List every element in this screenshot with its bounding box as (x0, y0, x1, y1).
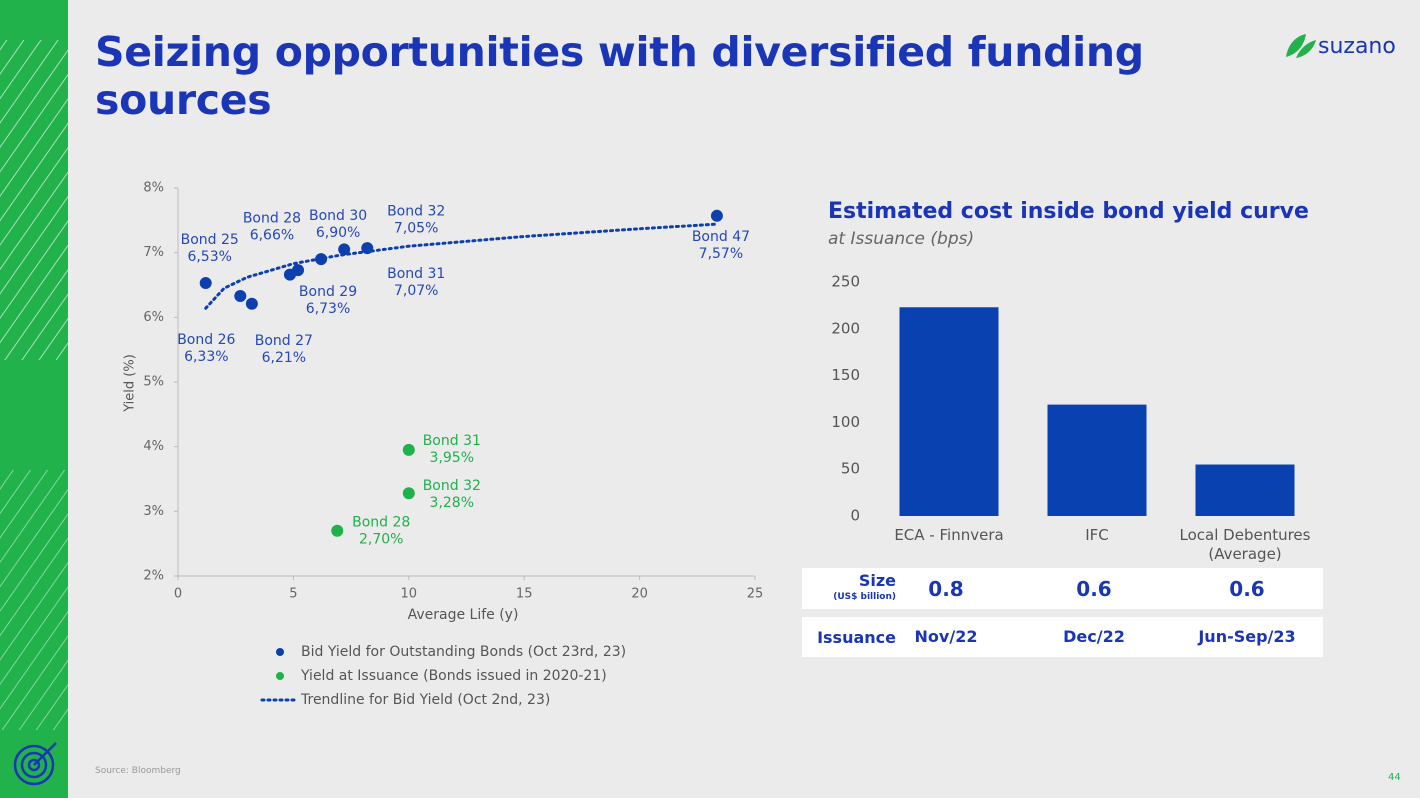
data-label: 3,95% (430, 450, 474, 466)
page-number: 44 (1388, 772, 1401, 783)
row-sublabel: (US$ billion) (833, 592, 896, 602)
point-name: Bond 31 (387, 266, 445, 282)
table-row (802, 568, 1323, 609)
point-name: Bond 29 (299, 284, 357, 300)
y-tick-label: 200 (831, 319, 860, 337)
data-label: 6,90% (316, 225, 360, 241)
point-name: Bond 26 (177, 332, 235, 348)
data-label: 6,66% (250, 228, 294, 244)
table-row (802, 617, 1323, 657)
table-cell: 0.6 (1229, 576, 1265, 601)
source-note: Source: Bloomberg (95, 766, 181, 776)
data-point (710, 209, 723, 222)
y-tick-label: 0 (850, 507, 860, 525)
y-axis-title: Yield (%) (123, 354, 138, 413)
chart-subtitle: at Issuance (bps) (828, 229, 974, 249)
data-point (292, 264, 305, 277)
y-tick-label: 2% (143, 569, 164, 584)
point-name: Bond 32 (387, 203, 445, 219)
logo-text: suzano (1318, 34, 1396, 59)
x-tick-label: 15 (516, 587, 533, 602)
legend-marker (276, 672, 284, 680)
row-label: Issuance (817, 628, 896, 647)
table-cell: 0.8 (928, 576, 964, 601)
point-name: Bond 31 (423, 433, 481, 449)
data-point (402, 487, 415, 500)
trendline (204, 222, 718, 310)
y-tick-label: 250 (831, 273, 860, 291)
x-tick-label: 20 (631, 587, 648, 602)
point-name: Bond 28 (352, 515, 410, 531)
y-tick-label: 5% (143, 375, 164, 390)
data-point (338, 243, 351, 256)
data-label: 6,73% (306, 301, 350, 317)
data-label: 2,70% (359, 532, 403, 548)
side-pattern (0, 40, 68, 360)
y-tick-label: 50 (841, 460, 860, 478)
y-tick-label: 150 (831, 366, 860, 384)
point-name: Bond 25 (181, 232, 239, 248)
y-tick-label: 8% (143, 181, 164, 196)
data-label: 7,05% (394, 220, 438, 236)
x-tick-label: ECA - Finnvera (894, 526, 1004, 544)
y-tick-label: 6% (143, 310, 164, 325)
point-name: Bond 27 (255, 333, 313, 349)
point-name: Bond 28 (243, 211, 301, 227)
data-label: 6,21% (262, 350, 306, 366)
y-tick-label: 3% (143, 504, 164, 519)
legend-label: Bid Yield for Outstanding Bonds (Oct 23r… (301, 644, 626, 660)
bar (899, 307, 999, 516)
data-point (234, 289, 247, 302)
table-cell: Dec/22 (1063, 627, 1125, 647)
legend-label: Trendline for Bid Yield (Oct 2nd, 23) (300, 692, 550, 708)
slide-title: Seizing opportunities with diversified f… (95, 28, 1144, 124)
bar (1195, 464, 1295, 516)
point-name: Bond 47 (692, 229, 750, 245)
data-point (245, 297, 258, 310)
x-tick-label: 0 (174, 587, 182, 602)
x-tick-label: 5 (289, 587, 297, 602)
data-label: 3,28% (430, 495, 474, 511)
y-tick-label: 7% (143, 245, 164, 260)
bar (1047, 404, 1147, 516)
logo-icon (1286, 34, 1316, 58)
x-tick-label: Local Debentures (Average) (1179, 526, 1311, 563)
data-label: 7,57% (699, 246, 743, 262)
table-cell: Jun-Sep/23 (1198, 627, 1296, 647)
side-pattern (0, 470, 68, 730)
point-name: Bond 32 (423, 478, 481, 494)
table-cell: 0.6 (1076, 576, 1112, 601)
data-point (402, 443, 415, 456)
data-label: 6,53% (187, 249, 231, 265)
x-tick-label: 10 (401, 587, 418, 602)
x-axis-title: Average Life (y) (408, 607, 519, 623)
data-label: 6,33% (184, 349, 228, 365)
chart-title: Estimated cost inside bond yield curve (828, 199, 1309, 224)
data-label: 7,07% (394, 283, 438, 299)
point-name: Bond 30 (309, 208, 367, 224)
legend-label: Yield at Issuance (Bonds issued in 2020-… (300, 668, 607, 684)
x-tick-label: 25 (747, 587, 764, 602)
y-tick-label: 4% (143, 439, 164, 454)
legend-marker (276, 648, 284, 656)
data-point (199, 277, 212, 290)
x-tick-label: IFC (1085, 526, 1109, 544)
data-point (331, 524, 344, 537)
row-label: Size (858, 571, 896, 590)
table-cell: Nov/22 (914, 627, 978, 647)
y-tick-label: 100 (831, 413, 860, 431)
target-icon (13, 742, 57, 786)
